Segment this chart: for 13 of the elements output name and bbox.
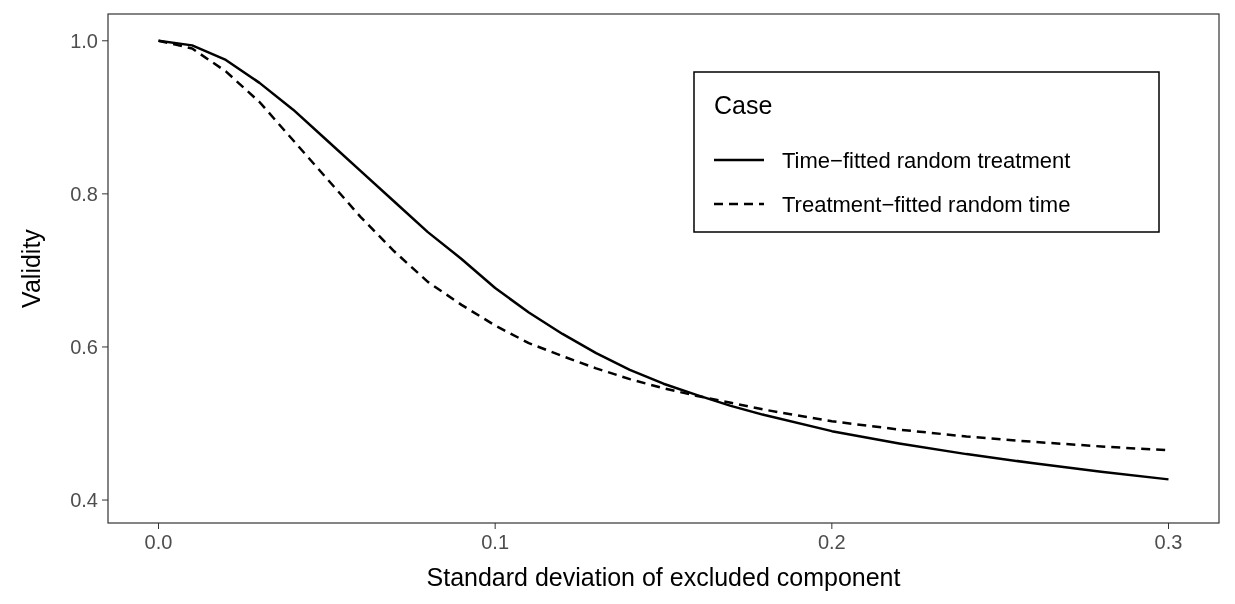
y-tick-label: 0.8	[70, 182, 98, 205]
x-tick-label: 0.3	[1154, 531, 1183, 553]
x-tick-label: 0.2	[817, 531, 846, 553]
y-tick-label: 0.4	[70, 489, 98, 512]
x-axis-title: Standard deviation of excluded component	[426, 563, 901, 591]
x-tick-label: 0.1	[481, 531, 510, 553]
y-tick-label: 1.0	[70, 29, 98, 52]
y-axis-title: Validity	[17, 228, 45, 308]
legend-label: Time−fitted random treatment	[782, 148, 1071, 173]
x-tick-label: 0.0	[144, 531, 173, 553]
legend-title: Case	[714, 91, 773, 119]
y-tick-label: 0.6	[70, 335, 98, 358]
legend-label: Treatment−fitted random time	[782, 192, 1071, 217]
